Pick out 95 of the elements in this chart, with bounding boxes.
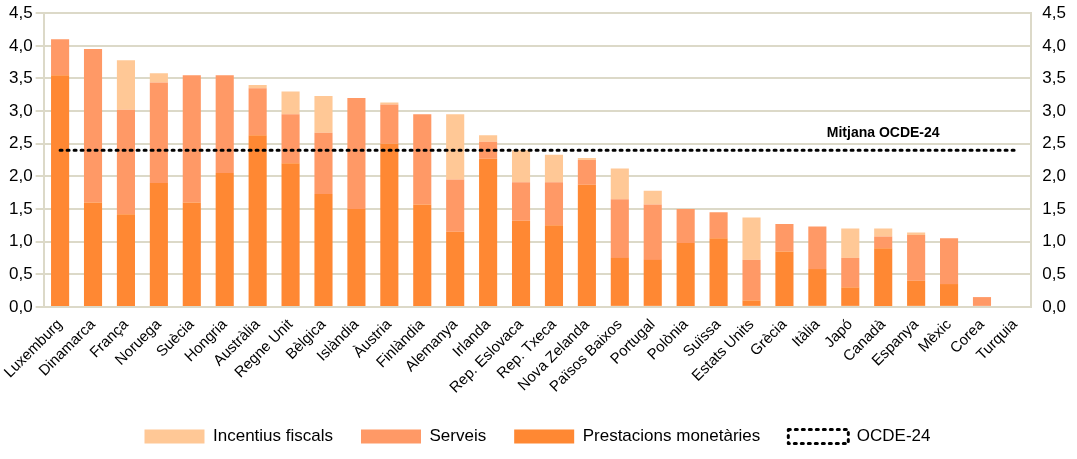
y-tick-label: 4,5 xyxy=(8,2,33,22)
bar xyxy=(610,199,629,258)
bar xyxy=(51,39,70,76)
annotation: Mitjana OCDE-24 xyxy=(826,124,940,141)
bar xyxy=(413,204,432,306)
legend-label: Prestacions monetàries xyxy=(582,426,761,446)
bar xyxy=(51,75,70,306)
bar xyxy=(940,238,959,285)
bar xyxy=(709,212,728,239)
bar xyxy=(149,82,168,183)
bar xyxy=(116,214,135,306)
y2-tick-label: 0,5 xyxy=(1042,263,1067,283)
bar xyxy=(907,232,926,236)
bar xyxy=(116,109,135,215)
bar xyxy=(479,135,498,142)
bar xyxy=(149,73,168,83)
bar xyxy=(907,280,926,306)
y-tick-label: 3,5 xyxy=(8,68,33,88)
legend-label: Incentius fiscals xyxy=(213,426,333,446)
bar xyxy=(83,49,103,203)
bar xyxy=(215,75,234,174)
bar xyxy=(808,269,827,306)
bar xyxy=(248,88,267,136)
bar xyxy=(577,160,596,185)
bar xyxy=(116,60,135,110)
bar xyxy=(742,259,761,301)
bar xyxy=(182,75,201,203)
bar xyxy=(577,184,596,306)
bar xyxy=(808,226,827,270)
bar xyxy=(281,163,300,306)
bar xyxy=(479,158,498,306)
bar xyxy=(314,132,333,194)
bar xyxy=(544,225,564,306)
bar xyxy=(874,236,893,249)
bar xyxy=(610,257,629,306)
bar xyxy=(281,91,300,115)
bar xyxy=(643,204,662,260)
bar xyxy=(511,220,531,306)
bar xyxy=(709,238,728,306)
bar xyxy=(643,190,662,205)
y2-tick-label: 1,0 xyxy=(1042,231,1067,251)
bar xyxy=(544,182,564,226)
bar xyxy=(149,182,168,306)
bar xyxy=(281,114,300,164)
y-tick-label: 2,0 xyxy=(8,166,33,186)
bar xyxy=(248,135,267,306)
y-tick-label: 1,0 xyxy=(8,231,33,251)
y-tick-label: 4,0 xyxy=(8,35,33,55)
bar xyxy=(511,182,531,221)
y2-tick-label: 0,0 xyxy=(1042,296,1067,316)
bar xyxy=(775,251,794,306)
bar xyxy=(940,284,959,306)
bar xyxy=(676,242,695,306)
bar xyxy=(314,193,333,306)
bar xyxy=(874,248,893,306)
bar xyxy=(841,287,860,306)
bar xyxy=(841,257,860,288)
bar xyxy=(610,168,629,200)
bar xyxy=(380,104,399,144)
bar xyxy=(347,98,366,209)
bar xyxy=(215,173,234,306)
bar xyxy=(676,208,695,243)
y-tick-label: 0,5 xyxy=(8,263,33,283)
bar xyxy=(511,150,531,183)
bar xyxy=(643,259,662,306)
bar xyxy=(314,96,333,133)
y2-tick-label: 3,5 xyxy=(1042,68,1067,88)
bar xyxy=(907,235,926,281)
y2-tick-label: 3,0 xyxy=(1042,100,1067,120)
y-tick-label: 3,0 xyxy=(8,100,33,120)
y2-tick-label: 2,0 xyxy=(1042,166,1067,186)
bar xyxy=(446,231,465,306)
legend-label: OCDE-24 xyxy=(856,426,931,446)
bar xyxy=(347,208,366,306)
bar xyxy=(841,228,860,258)
bar xyxy=(413,114,432,205)
y-tick-label: 0,0 xyxy=(8,296,33,316)
bar xyxy=(742,217,761,260)
bar xyxy=(972,297,992,306)
bar xyxy=(248,84,267,89)
y-tick-label: 2,5 xyxy=(8,133,33,153)
bar xyxy=(380,143,399,306)
bar xyxy=(544,154,564,183)
y2-tick-label: 2,5 xyxy=(1042,133,1067,153)
bar xyxy=(182,202,201,306)
y2-tick-label: 4,5 xyxy=(1042,2,1067,22)
y-tick-label: 1,5 xyxy=(8,198,33,218)
bar xyxy=(446,114,465,180)
bar xyxy=(83,202,103,306)
bar xyxy=(775,224,794,252)
y2-tick-label: 1,5 xyxy=(1042,198,1067,218)
legend-label: Serveis xyxy=(429,426,487,446)
bar xyxy=(742,300,761,306)
y2-tick-label: 4,0 xyxy=(1042,35,1067,55)
bar xyxy=(446,179,465,232)
